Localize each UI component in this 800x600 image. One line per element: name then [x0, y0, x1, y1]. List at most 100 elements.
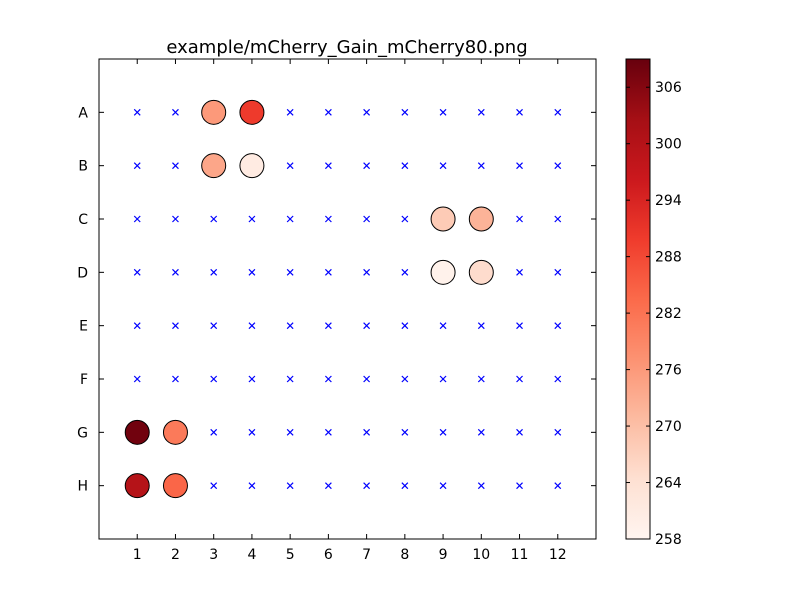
x-tick-label: 4	[247, 547, 256, 563]
empty-well-marker	[554, 375, 562, 383]
empty-well-marker	[477, 108, 485, 116]
y-tick-label: E	[79, 319, 88, 335]
empty-well-marker	[324, 482, 332, 490]
empty-well-marker	[324, 215, 332, 223]
empty-well-marker	[286, 322, 294, 330]
colorbar-tick-label: 270	[655, 419, 682, 435]
empty-well-marker	[248, 482, 256, 490]
x-tick-label: 2	[171, 547, 180, 563]
empty-well-marker	[516, 268, 523, 276]
empty-well-marker	[554, 322, 562, 330]
empty-well-marker	[172, 162, 179, 170]
empty-well-marker	[363, 322, 371, 330]
y-tick-label: F	[80, 372, 88, 388]
x-tick-label: 1	[133, 547, 142, 563]
empty-well-marker	[363, 375, 371, 383]
y-tick-label: H	[77, 479, 88, 495]
empty-well-marker	[439, 108, 447, 116]
empty-well-marker	[363, 108, 371, 116]
well-point	[201, 99, 227, 125]
well-point	[124, 473, 150, 499]
y-tick-label: A	[78, 105, 88, 121]
empty-well-marker	[133, 268, 141, 276]
well-point	[239, 99, 265, 125]
empty-well-marker	[439, 375, 447, 383]
empty-well-marker	[401, 162, 409, 170]
empty-well-marker	[210, 482, 218, 490]
empty-well-marker	[439, 428, 447, 436]
chart-title: example/mCherry_Gain_mCherry80.png	[166, 37, 527, 58]
empty-well-marker	[324, 375, 332, 383]
empty-well-marker	[133, 215, 141, 223]
empty-well-marker	[477, 428, 485, 436]
empty-well-marker	[324, 322, 332, 330]
empty-well-marker	[172, 375, 179, 383]
well-point	[430, 259, 456, 285]
empty-well-marker	[401, 268, 409, 276]
empty-well-marker	[554, 482, 562, 490]
empty-well-marker	[477, 375, 485, 383]
empty-well-marker	[439, 322, 447, 330]
colorbar-tick-label: 306	[655, 80, 682, 96]
empty-well-marker	[363, 428, 371, 436]
empty-well-marker	[210, 268, 218, 276]
empty-well-marker	[477, 322, 485, 330]
x-tick-label: 9	[439, 547, 448, 563]
empty-well-marker	[133, 108, 141, 116]
well-point	[468, 259, 494, 285]
empty-well-marker	[324, 162, 332, 170]
empty-well-marker	[439, 162, 447, 170]
empty-well-marker	[516, 322, 523, 330]
x-tick-label: 6	[324, 547, 333, 563]
empty-well-marker	[401, 375, 409, 383]
x-tick-label: 5	[286, 547, 295, 563]
colorbar-tick-label: 276	[655, 363, 682, 379]
empty-well-marker	[363, 215, 371, 223]
x-tick-label: 12	[549, 547, 567, 563]
colorbar-ticks: 258 264 270 276 282 288 294 300 306	[626, 80, 682, 548]
colorbar-tick-label: 264	[655, 476, 682, 492]
empty-well-marker	[554, 428, 562, 436]
empty-well-marker	[516, 428, 523, 436]
empty-well-marker	[172, 268, 179, 276]
empty-well-marker	[133, 322, 141, 330]
x-tick-label: 10	[472, 547, 490, 563]
empty-well-marker	[477, 482, 485, 490]
empty-well-marker	[286, 268, 294, 276]
empty-well-marker	[439, 482, 447, 490]
well-point	[162, 419, 188, 445]
empty-well-marker	[401, 108, 409, 116]
empty-well-marker	[172, 215, 179, 223]
empty-well-marker	[401, 322, 409, 330]
x-tick-label: 3	[209, 547, 218, 563]
empty-well-marker	[554, 162, 562, 170]
x-tick-label: 11	[511, 547, 529, 563]
y-tick-label: D	[77, 265, 88, 281]
plot-frame	[98, 58, 597, 540]
colorbar-tick-label: 282	[655, 306, 682, 322]
empty-well-marker	[210, 322, 218, 330]
colorbar-tick-label: 300	[655, 137, 682, 153]
empty-well-marker	[286, 375, 294, 383]
empty-well-marker	[477, 162, 485, 170]
well-point	[162, 473, 188, 499]
y-tick-label: B	[78, 159, 88, 175]
empty-well-marker	[133, 162, 141, 170]
empty-well-marker	[210, 375, 218, 383]
well-point	[468, 206, 494, 232]
empty-well-marker	[516, 215, 523, 223]
empty-well-marker	[248, 375, 256, 383]
empty-well-marker	[248, 215, 256, 223]
y-tick-label: G	[77, 425, 88, 441]
empty-well-marker	[172, 322, 179, 330]
empty-well-marker	[248, 322, 256, 330]
x-tick-label: 7	[362, 547, 371, 563]
well-point	[239, 153, 265, 179]
colorbar-tick-label: 258	[655, 532, 682, 548]
empty-well-marker	[286, 482, 294, 490]
empty-well-marker	[401, 482, 409, 490]
well-point	[430, 206, 456, 232]
empty-well-marker	[516, 162, 523, 170]
